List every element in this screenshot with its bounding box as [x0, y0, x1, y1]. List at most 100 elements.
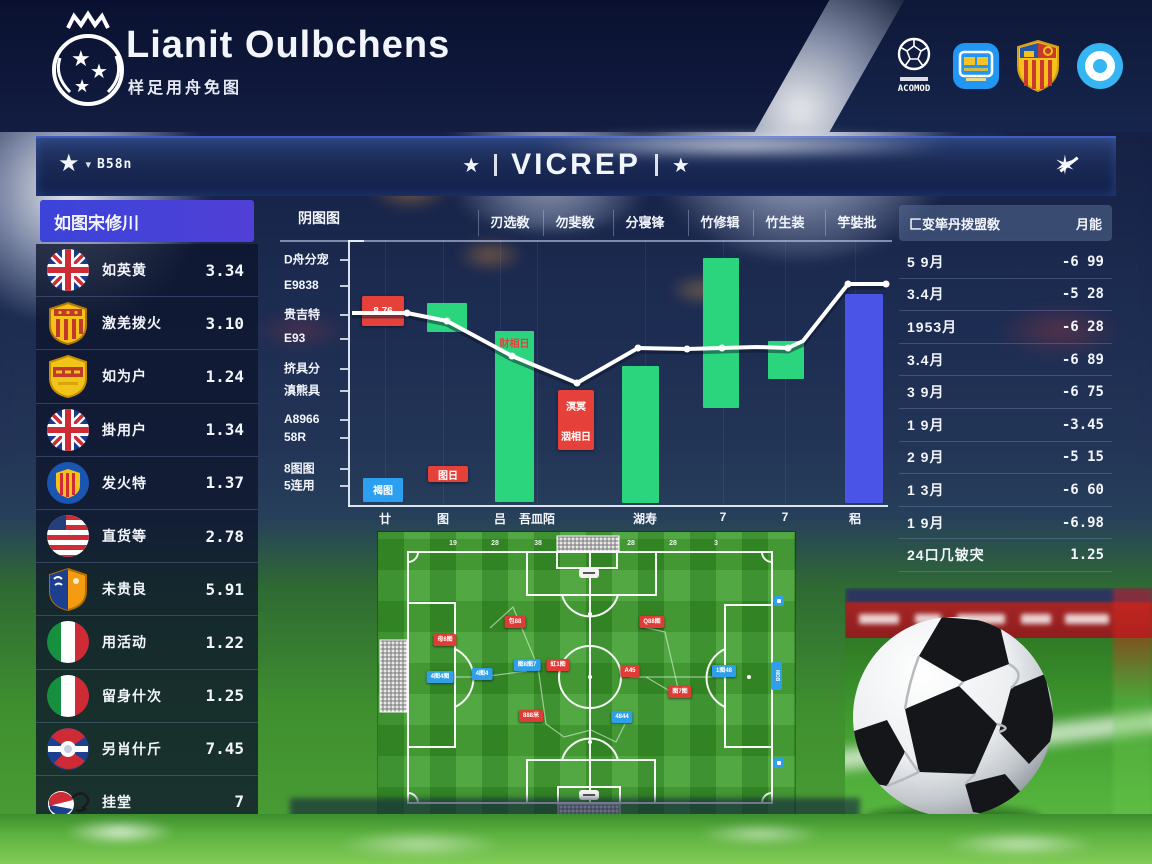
player-chip-red[interactable]: 888米 [518, 710, 544, 722]
odds-value: 5.91 [205, 579, 244, 599]
player-chip-blue[interactable]: 4图4 [471, 668, 493, 680]
row-value: -6.98 [1061, 514, 1104, 531]
uk-flag-icon [46, 408, 90, 452]
bar-label: 褐图 [373, 486, 393, 497]
sidebar-item[interactable]: 另肖什斤 7.45 [36, 722, 258, 776]
team-name: 留身什次 [102, 687, 162, 704]
team-name: 用活动 [102, 634, 147, 651]
sidebar-item[interactable]: 激羌拨火 3.10 [36, 297, 258, 351]
player-chip-blue[interactable]: 1图48 [711, 665, 737, 677]
chart-bar [845, 294, 883, 503]
headline-banner: ★ ▾ B58n ★ VICREP ★ ✶ [36, 136, 1116, 196]
player-chip-red[interactable]: 图7图 [668, 686, 692, 698]
row-value: -6 99 [1061, 253, 1104, 270]
league-starball-logo: ★ ★ ★ [52, 10, 124, 106]
row-label: 5 9月 [907, 253, 945, 270]
field-tick-label: 38 [534, 540, 542, 547]
svg-text:★: ★ [71, 46, 91, 71]
odds-value: 3.10 [205, 313, 244, 333]
table-row[interactable]: 24口几铍宊 1.25 [899, 539, 1112, 572]
row-value: 1.25 [1070, 547, 1104, 564]
table-row[interactable]: 3.4月 -5 28 [899, 279, 1112, 312]
chart-corner-label: 阴图图 [298, 210, 340, 226]
chevron-down-icon: ▾ [85, 158, 92, 171]
y-axis-tick [340, 314, 348, 316]
row-label: 1 9月 [907, 416, 945, 433]
gridline [537, 240, 538, 505]
shield-bo-flag-icon [46, 567, 90, 612]
odds-value: 2.78 [205, 526, 244, 546]
partner-logos: ACOMOD [888, 26, 1138, 106]
player-chip-blue[interactable]: 4图4图 [426, 671, 454, 683]
divider [543, 210, 544, 236]
chart-annotation: 溟冥 洇相日 [558, 390, 594, 450]
chart-column-header: 竽娤批 [837, 215, 877, 230]
table-row[interactable]: 2 9月 -5 15 [899, 442, 1112, 475]
table-row[interactable]: 1 9月 -6.98 [899, 507, 1112, 540]
table-row[interactable]: 1 3月 -6 60 [899, 474, 1112, 507]
odds-value: 1.22 [205, 632, 244, 652]
y-axis-tick [340, 259, 348, 261]
table-row[interactable]: 1 9月 -3.45 [899, 409, 1112, 442]
sidebar-item[interactable]: 掛用户 1.34 [36, 403, 258, 457]
sidebar-item[interactable]: 未贵良 5.91 [36, 563, 258, 617]
row-label: 3.4月 [907, 351, 945, 368]
crest-ball-logo[interactable]: ACOMOD [888, 34, 940, 98]
shield-crest-logo[interactable] [1012, 34, 1064, 98]
team-name: 发火特 [102, 474, 147, 491]
y-axis-tick [340, 468, 348, 470]
table-row[interactable]: 1953月 -6 28 [899, 311, 1112, 344]
team-name: 另肖什斤 [102, 740, 162, 757]
pepsi-flag-icon [46, 780, 90, 824]
player-chip-red[interactable]: Q88图 [639, 616, 665, 628]
table-row[interactable]: 5 9月 -6 99 [899, 246, 1112, 279]
odds-value: 7.45 [205, 739, 244, 759]
shield-y-flag-icon [46, 354, 90, 399]
sidebar-item[interactable]: 用活动 1.22 [36, 616, 258, 670]
table-row[interactable]: 3 9月 -6 75 [899, 376, 1112, 409]
y-axis-label: A8966 [284, 412, 320, 426]
shooting-star-icon: ✶ [1052, 150, 1082, 180]
row-label: 2 9月 [907, 449, 945, 466]
chart-bar [622, 366, 659, 503]
player-chip-red[interactable]: 虹1图 [546, 659, 570, 671]
sidebar-item[interactable]: 直货等 2.78 [36, 509, 258, 564]
row-label: 3.4月 [907, 286, 945, 303]
tv-card-logo[interactable] [950, 34, 1002, 98]
sidebar-item[interactable]: 如为户 1.24 [36, 350, 258, 404]
row-value: -3.45 [1061, 416, 1104, 433]
sideline-badge [774, 596, 784, 606]
sidebar-item[interactable]: 留身什次 1.25 [36, 669, 258, 723]
sidebar-item[interactable]: 如英黄 3.34 [36, 244, 258, 298]
star-icon: ★ [671, 154, 690, 177]
tactics-field: 19 28 38 28 28 3 包88 母8图 虹1图 A45 Q88图 888米 图7图 4图4图 4图… [378, 532, 795, 818]
y-axis-tick [340, 437, 348, 439]
x-axis-label: 稆 [848, 512, 862, 526]
svg-text:★: ★ [90, 61, 108, 83]
pitch-markings [379, 535, 773, 817]
player-chip-red[interactable]: 母8图 [433, 634, 457, 646]
player-chip-red[interactable]: 包88 [504, 616, 526, 628]
y-axis-label: E9838 [284, 278, 319, 292]
field-tick-label: 19 [449, 540, 457, 547]
player-chip-blue[interactable]: 4844 [611, 711, 633, 723]
y-axis-label: 挤具分 [284, 361, 321, 376]
pass-lines [440, 605, 724, 743]
table-row[interactable]: 3.4月 -6 89 [899, 344, 1112, 377]
odds-value: 1.37 [205, 473, 244, 493]
divider [753, 210, 754, 236]
player-chip-red[interactable]: A45 [620, 665, 640, 677]
y-axis-label: 8图图 [284, 461, 315, 476]
ring-circle-logo[interactable] [1074, 34, 1126, 98]
y-axis-tick [340, 368, 348, 370]
x-axis-label: 图 [436, 512, 450, 526]
player-chip-blue[interactable]: 图8图7 [513, 659, 541, 671]
y-axis-label: D舟分宠 [284, 252, 329, 267]
sidebar-item[interactable]: 发火特 1.37 [36, 456, 258, 510]
x-axis-label: 湖寿 [632, 512, 658, 526]
y-axis-tick [340, 285, 348, 287]
row-label: 3 9月 [907, 384, 945, 401]
crest-ry-flag-icon [46, 301, 90, 346]
row-value: -5 15 [1061, 449, 1104, 466]
row-label: 1 9月 [907, 514, 945, 531]
